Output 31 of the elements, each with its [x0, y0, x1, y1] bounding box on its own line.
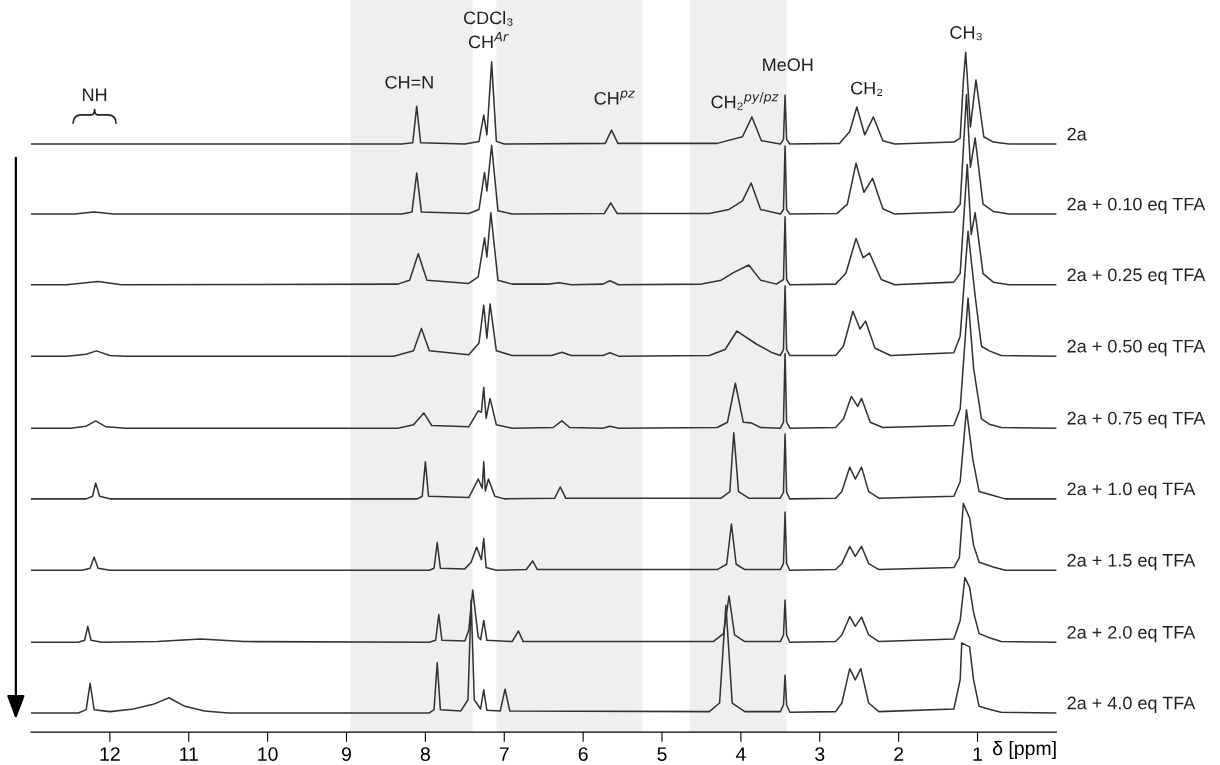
x-tick-label: 4 — [735, 747, 746, 761]
series-label: 2a + 4.0 eq TFA — [1067, 696, 1196, 713]
series-label: 2a + 0.75 eq TFA — [1067, 411, 1206, 429]
annotation: MeOH — [763, 58, 813, 72]
x-tick-label: 3 — [815, 747, 825, 761]
annotation: NH — [83, 88, 107, 101]
series-label: 2a + 2.0 eq TFA — [1067, 625, 1196, 643]
annotation: CH₂$^{py/pz}$ — [711, 92, 779, 110]
x-tick-label: 10 — [258, 747, 278, 761]
series-label: 2a + 1.0 eq TFA — [1067, 482, 1196, 499]
series-label: 2a — [1067, 127, 1087, 141]
series-label: 2a + 1.5 eq TFA — [1067, 553, 1196, 571]
series-label: 2a + 0.50 eq TFA — [1067, 339, 1206, 357]
x-tick-label: 8 — [420, 747, 430, 761]
series-label: 2a + 0.25 eq TFA — [1067, 268, 1206, 285]
x-axis-title: δ [ppm] — [993, 740, 1056, 760]
x-tick-label: 11 — [180, 747, 198, 761]
text: CH$^{Ar}$ — [468, 31, 509, 49]
x-tick-label: 12 — [100, 747, 120, 761]
series-label: 2a + 0.10 eq TFA — [1067, 197, 1206, 215]
x-tick-label: 5 — [657, 747, 667, 761]
annotation: CH=N — [385, 75, 433, 89]
annotation: CH₂ — [851, 81, 883, 96]
x-tick-label: 7 — [499, 747, 509, 761]
text: CH₃ — [950, 26, 982, 41]
x-tick-label: 1 — [973, 747, 982, 761]
annotation: CH$^{pz}$ — [594, 90, 635, 105]
text: CDCl₃ — [464, 10, 513, 26]
x-tick-label: 6 — [578, 747, 588, 761]
x-tick-label: 2 — [894, 747, 904, 761]
x-tick-label: 9 — [342, 747, 351, 761]
